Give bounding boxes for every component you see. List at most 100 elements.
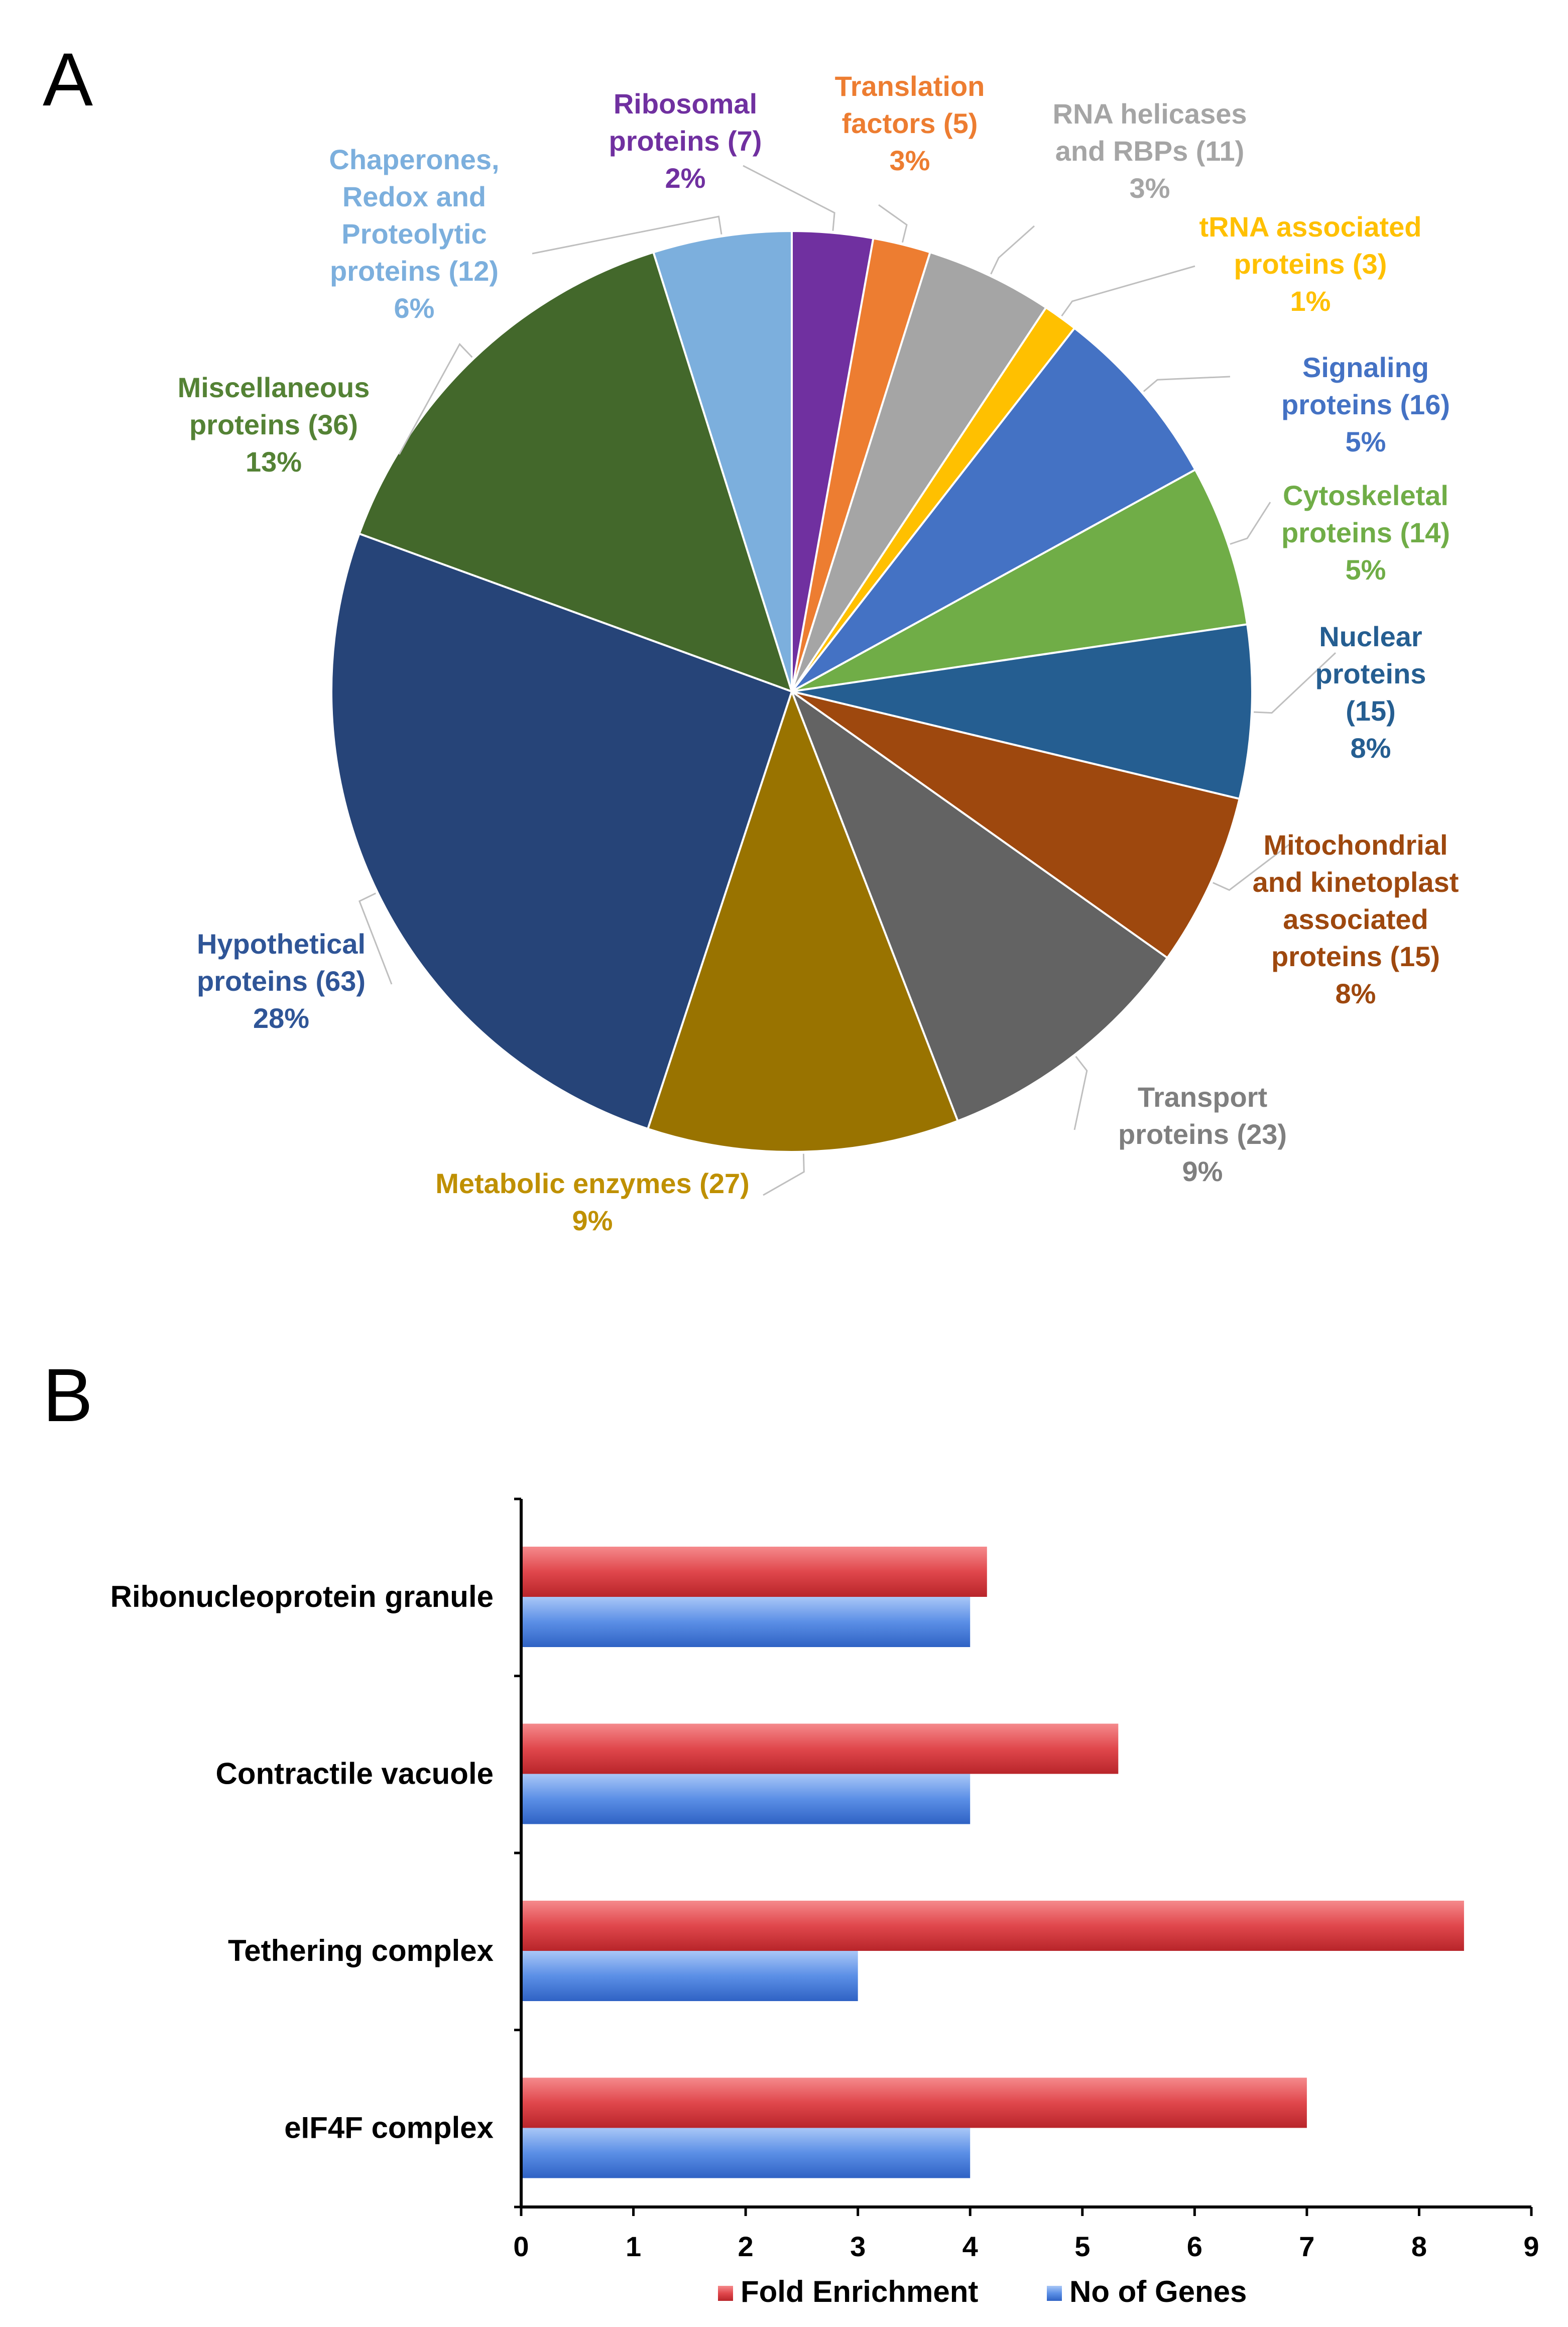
legend-swatch-fold-enrichment xyxy=(718,2286,733,2301)
pie-label-line: Redox and xyxy=(342,181,486,212)
pie-label-line: proteins (14) xyxy=(1281,517,1450,548)
pie-label-10: Hypothetical proteins (63) 28% xyxy=(197,928,366,1034)
pie-label-line: 28% xyxy=(253,1002,309,1034)
pie-label-line: Chaperones, xyxy=(329,144,499,175)
bar-fold-enrichment-0 xyxy=(521,1547,987,1597)
x-tick-label-3: 3 xyxy=(850,2231,866,2262)
pie-label-line: Metabolic enzymes (27) xyxy=(435,1168,750,1199)
pie-label-4: Signaling proteins (16) 5% xyxy=(1281,352,1450,457)
pie-leader-line-2 xyxy=(990,225,1035,275)
pie-label-2: RNA helicases and RBPs (11) 3% xyxy=(1053,98,1247,204)
pie-label-6: Nuclear proteins (15) 8% xyxy=(1315,621,1426,764)
panel-letter-a: A xyxy=(43,37,93,122)
bar-no-of-genes-1 xyxy=(521,1774,971,1824)
pie-label-line: proteins xyxy=(1315,658,1426,689)
pie-slice-10 xyxy=(330,532,793,1130)
x-tick-label-6: 6 xyxy=(1187,2231,1202,2262)
bar-no-of-genes-0 xyxy=(521,1597,971,1647)
pie-leader-line-5 xyxy=(1230,502,1271,545)
x-tick-label-5: 5 xyxy=(1074,2231,1090,2262)
x-tick-label-1: 1 xyxy=(626,2231,641,2262)
pie-label-line: proteins (3) xyxy=(1234,248,1387,280)
x-tick-label-7: 7 xyxy=(1299,2231,1314,2262)
x-tick-label-2: 2 xyxy=(738,2231,754,2262)
pie-label-line: Transport xyxy=(1138,1081,1267,1113)
pie-label-line: proteins (16) xyxy=(1281,389,1450,420)
pie-slice-2 xyxy=(791,251,1048,692)
pie-slice-5 xyxy=(791,468,1249,692)
pie-leader-line-7 xyxy=(1213,843,1291,891)
pie-label-0: Ribosomal proteins (7) 2% xyxy=(609,88,762,194)
legend-label-no-of-genes: No of Genes xyxy=(1069,2275,1247,2308)
bar-fold-enrichment-2 xyxy=(521,1901,1464,1951)
pie-slice-12 xyxy=(652,229,793,692)
pie-label-line: and kinetoplast xyxy=(1253,866,1459,898)
pie-label-11: Miscellaneous proteins (36) 13% xyxy=(178,372,370,478)
pie-label-line: proteins (63) xyxy=(197,965,366,997)
pie-label-line: (15) xyxy=(1346,695,1396,727)
pie-leader-line-4 xyxy=(1143,376,1231,392)
pie-leader-line-8 xyxy=(1073,1056,1088,1130)
pie-slice-11 xyxy=(357,251,794,693)
pie-label-line: Ribosomal xyxy=(614,88,757,120)
x-tick-label-4: 4 xyxy=(962,2231,978,2262)
pie-label-line: Hypothetical xyxy=(197,928,366,960)
pie-slice-4 xyxy=(791,326,1197,692)
pie-label-line: RNA helicases xyxy=(1053,98,1247,130)
pie-label-line: proteins (7) xyxy=(609,125,762,157)
pie-leader-line-9 xyxy=(763,1153,805,1196)
pie-label-line: 3% xyxy=(890,145,930,176)
bar-no-of-genes-3 xyxy=(521,2128,971,2178)
pie-slice-8 xyxy=(789,688,1169,1122)
bar-category-label-1: Contractile vacuole xyxy=(215,1757,494,1791)
pie-leader-line-10 xyxy=(358,892,393,985)
pie-label-line: Translation xyxy=(835,70,985,102)
pie-label-line: 2% xyxy=(665,162,706,194)
pie-label-line: 5% xyxy=(1346,426,1386,457)
bar-fold-enrichment-1 xyxy=(521,1723,1119,1774)
pie-label-line: proteins (23) xyxy=(1118,1118,1287,1150)
bar-fold-enrichment-3 xyxy=(521,2077,1307,2128)
pie-label-line: Proteolytic xyxy=(341,218,487,250)
x-tick-label-9: 9 xyxy=(1523,2231,1539,2262)
pie-label-line: 6% xyxy=(394,292,435,324)
pie-leader-line-11 xyxy=(398,342,473,455)
pie-label-line: 3% xyxy=(1130,172,1170,204)
pie-label-line: Nuclear xyxy=(1319,621,1422,652)
pie-label-line: proteins (36) xyxy=(189,409,358,440)
panel-letter-b: B xyxy=(43,1353,93,1437)
pie-label-line: and RBPs (11) xyxy=(1055,135,1245,167)
pie-label-3: tRNA associated proteins (3) 1% xyxy=(1199,211,1422,317)
pie-label-1: Translation factors (5) 3% xyxy=(835,70,985,176)
pie-label-line: factors (5) xyxy=(842,107,978,139)
pie-label-9: Metabolic enzymes (27) 9% xyxy=(435,1168,750,1236)
pie-label-line: associated xyxy=(1283,903,1428,935)
x-tick-label-0: 0 xyxy=(513,2231,529,2262)
x-tick-label-8: 8 xyxy=(1411,2231,1427,2262)
pie-slice-7 xyxy=(791,690,1241,960)
pie-slice-6 xyxy=(791,623,1253,800)
pie-leader-line-3 xyxy=(1061,265,1195,317)
bar-chart: Ribonucleoprotein granule Contractile vac… xyxy=(110,1497,1539,2308)
pie-label-line: Miscellaneous xyxy=(178,372,370,403)
pie-leader-line-1 xyxy=(878,204,908,243)
legend-swatch-no-of-genes xyxy=(1047,2286,1062,2301)
pie-leader-line-6 xyxy=(1254,652,1337,714)
pie-label-line: 8% xyxy=(1351,732,1391,764)
pie-label-line: proteins (12) xyxy=(330,255,499,287)
pie-label-8: Transport proteins (23) 9% xyxy=(1118,1081,1287,1187)
pie-label-line: Mitochondrial xyxy=(1263,829,1448,861)
bar-category-label-2: Tethering complex xyxy=(228,1934,494,1967)
bar-category-label-3: eIF4F complex xyxy=(284,2111,494,2145)
pie-label-line: 9% xyxy=(572,1205,613,1236)
pie-label-line: 9% xyxy=(1182,1155,1223,1187)
pie-label-line: tRNA associated xyxy=(1199,211,1422,243)
pie-slice-9 xyxy=(646,688,959,1153)
pie-label-line: Cytoskeletal xyxy=(1283,480,1449,511)
pie-leader-line-12 xyxy=(532,215,722,255)
bar-category-label-0: Ribonucleoprotein granule xyxy=(110,1580,494,1613)
pie-label-12: Chaperones, Redox and Proteolytic proteins … xyxy=(329,144,499,324)
pie-leader-line-0 xyxy=(743,165,835,231)
pie-label-line: 13% xyxy=(246,446,302,478)
pie-label-line: proteins (15) xyxy=(1271,941,1440,972)
